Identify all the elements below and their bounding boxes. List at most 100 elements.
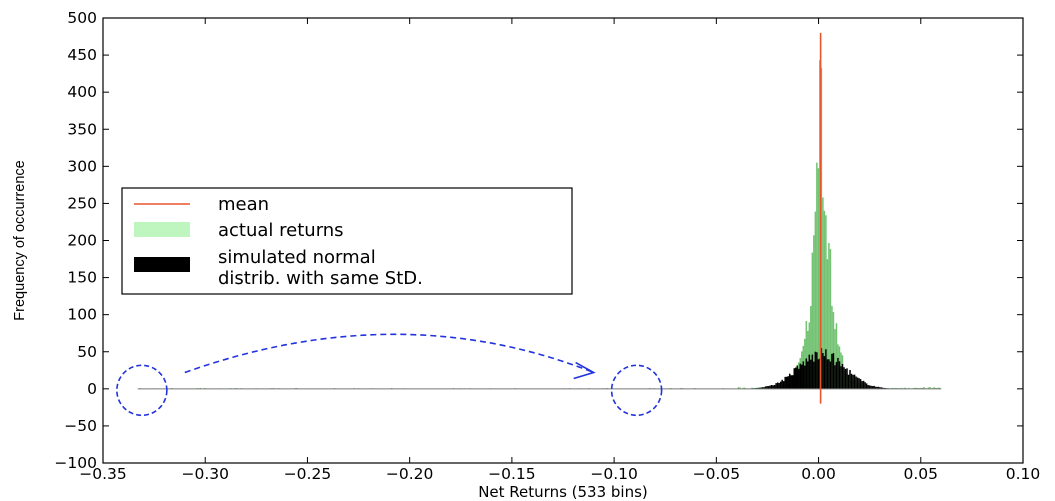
y-tick-labels: −100 −50 0 50 100 150 200 250 300 350 400 450 500 [54, 9, 97, 472]
actual-bar [805, 320, 808, 389]
legend-simulated-label-1: simulated normal [218, 247, 376, 268]
simulated-bar [799, 363, 802, 389]
actual-bar [825, 215, 827, 389]
actual-bar [903, 387, 906, 389]
actual-bar [817, 168, 820, 389]
simulated-bar [784, 376, 786, 389]
x-tick-labels: −0.35 −0.30 −0.25 −0.20 −0.15 −0.10 −0.05 0.00 0… [79, 465, 1040, 483]
simulated-bar [772, 385, 774, 389]
actual-bar [828, 242, 830, 389]
annotations [116, 333, 663, 417]
simulated-bar [865, 383, 868, 389]
actual-bar [816, 162, 818, 389]
simulated-bar [788, 373, 791, 389]
simulated-bar [801, 364, 803, 389]
y-tick-label: 250 [67, 194, 97, 212]
simulated-bar [766, 386, 768, 389]
simulated-bar [787, 376, 789, 389]
y-axis-label: Frequency of occurrence [12, 160, 28, 320]
x-axis-label: Net Returns (533 bins) [478, 483, 648, 501]
simulated-bar [770, 385, 773, 389]
simulated-bar [850, 373, 853, 389]
simulated-bar [776, 382, 779, 389]
simulated-bar [844, 368, 847, 389]
simulated-bar [855, 376, 857, 389]
y-tick-label: 400 [67, 83, 97, 101]
simulated-bar [781, 379, 783, 389]
simulated-bar [769, 385, 771, 389]
legend-mean-label: mean [218, 194, 269, 215]
simulated-bar [790, 375, 792, 389]
simulated-bar [778, 383, 780, 389]
simulated-bar [838, 361, 841, 389]
x-tick-label: −0.35 [79, 465, 127, 483]
actual-bar [834, 329, 836, 389]
simulated-bar [816, 352, 818, 389]
simulated-normal-bars [745, 348, 896, 389]
y-tick-label: 50 [77, 343, 97, 361]
simulated-bar [826, 359, 829, 389]
actual-bar [823, 210, 826, 389]
simulated-bar [808, 354, 811, 389]
legend-actual-swatch [134, 222, 190, 237]
actual-bar [932, 387, 934, 389]
simulated-bar [760, 387, 762, 389]
simulated-bar [843, 367, 845, 389]
simulated-bar [868, 385, 871, 389]
simulated-bar [832, 353, 835, 389]
x-tick-label: −0.20 [386, 465, 434, 483]
simulated-bar [841, 363, 844, 389]
simulated-bar [876, 386, 878, 389]
dashed-circle [116, 364, 168, 417]
actual-bar [814, 211, 817, 389]
simulated-bar [852, 374, 854, 389]
actual-bar [832, 312, 835, 389]
simulated-bar [811, 354, 814, 389]
simulated-bar [847, 374, 850, 389]
simulated-bar [840, 366, 842, 389]
dashed-arrow [184, 333, 594, 374]
actual-bar [826, 259, 829, 389]
axis-ticks [102, 17, 1024, 464]
actual-bar [813, 235, 815, 389]
simulated-bar [853, 374, 856, 389]
y-tick-label: 450 [67, 46, 97, 64]
simulated-bar [775, 383, 777, 389]
actual-bar [933, 387, 936, 389]
simulated-bar [877, 386, 880, 389]
simulated-bar [822, 353, 824, 389]
simulated-bar [858, 378, 860, 389]
simulated-bar [864, 382, 866, 389]
simulated-bar [837, 357, 839, 389]
simulated-bar [862, 380, 865, 389]
simulated-bar [817, 359, 820, 389]
simulated-bar [805, 358, 808, 389]
simulated-bar [828, 359, 830, 389]
simulated-bar [849, 369, 851, 389]
legend-box [121, 187, 573, 295]
actual-bar [915, 387, 918, 389]
actual-bar [835, 323, 838, 389]
simulated-bar [764, 386, 767, 389]
simulated-bar [763, 387, 765, 389]
simulated-bar [870, 385, 872, 389]
simulated-bar [834, 365, 836, 389]
x-tick-label: 0.05 [904, 465, 939, 483]
actual-bar [923, 387, 925, 389]
simulated-bar [796, 365, 799, 389]
x-tick-label: −0.25 [284, 465, 332, 483]
actual-bar [804, 338, 806, 389]
simulated-bar [779, 381, 782, 389]
simulated-bar [871, 386, 874, 389]
simulated-bar [791, 375, 794, 389]
simulated-bar [785, 376, 788, 389]
simulated-bar [829, 361, 832, 389]
actual-bar [829, 249, 832, 389]
dashed-circle [610, 364, 663, 417]
x-tick-label: −0.15 [488, 465, 536, 483]
arrow-head [573, 361, 596, 380]
simulated-bar [825, 349, 827, 389]
simulated-bar [814, 351, 817, 389]
simulated-bar [793, 368, 796, 389]
